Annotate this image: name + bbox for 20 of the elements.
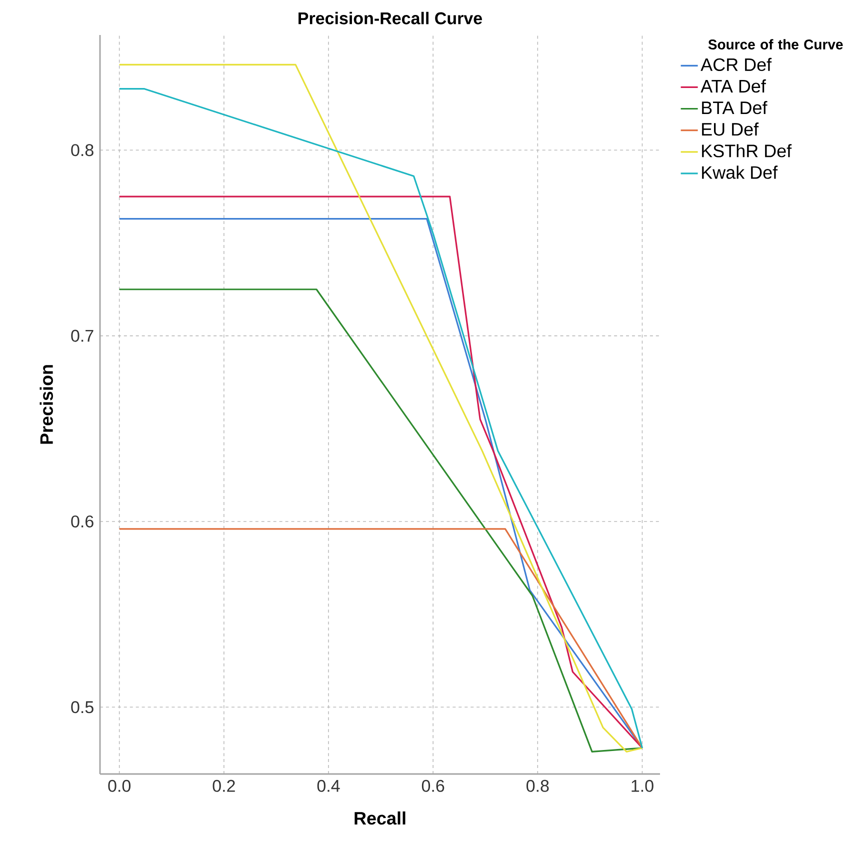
y-tick-label: 0.5 — [71, 701, 94, 714]
legend-label: KSThR Def — [702, 144, 792, 158]
x-tick-label: 0.8 — [526, 780, 549, 792]
legend-label: BTA Def — [702, 100, 768, 114]
legend-label: ACR Def — [700, 58, 772, 72]
legend-label: EU Def — [702, 122, 759, 136]
x-axis-title: Recall — [354, 811, 406, 825]
chart-title: Precision-Recall Curve — [298, 12, 482, 24]
y-tick-label: 0.7 — [71, 330, 94, 342]
x-tick-label: 1.0 — [632, 780, 654, 792]
legend-label: Kwak Def — [702, 166, 778, 179]
legend-label: ATA Def — [700, 79, 766, 93]
x-tick-label: 0.6 — [422, 780, 444, 792]
y-tick-label: 0.6 — [71, 515, 94, 528]
x-tick-label: 0.4 — [317, 780, 340, 792]
legend-title: Source of the Curve — [708, 39, 843, 50]
x-tick-label: 0.0 — [108, 780, 131, 792]
y-axis-title: Precision — [40, 365, 53, 444]
x-tick-label: 0.2 — [212, 780, 235, 792]
y-tick-label: 0.8 — [71, 144, 94, 156]
